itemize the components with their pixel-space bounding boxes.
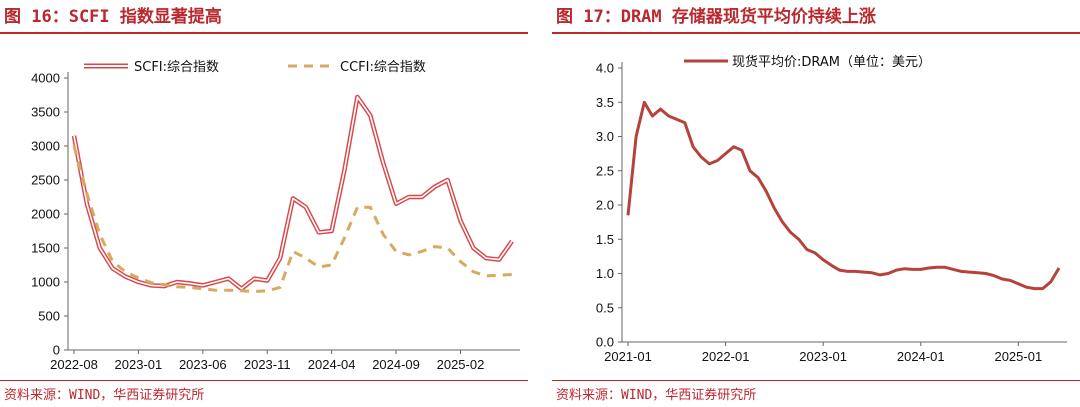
y-tick-label: 3.5: [596, 95, 614, 110]
y-tick-label: 4.0: [596, 61, 614, 76]
axes: 0 500 1000 1500 2000 2500 3000 3500 4000 2022-08 2…: [31, 71, 520, 372]
source-divider: [552, 380, 1080, 381]
y-tick-label: 3.0: [596, 129, 614, 144]
x-tick-label: 2023-06: [179, 357, 227, 372]
y-tick-label: 3500: [31, 105, 60, 120]
series-line-scfi: [71, 94, 514, 292]
x-tick-label: 2023-11: [244, 357, 291, 372]
series-layer: [626, 100, 1061, 291]
source-divider: [0, 380, 528, 381]
y-tick-label: 1.5: [596, 232, 614, 247]
series-line-ccfi: [72, 145, 513, 294]
chart-title: 图 17：DRAM 存储器现货平均价持续上涨: [556, 7, 876, 27]
dram-chart-panel: 图 17：DRAM 存储器现货平均价持续上涨 0.0 0.5 1.0 1.5 2.0 2.…: [552, 0, 1080, 407]
x-tick-label: 2024-09: [372, 357, 420, 372]
series-line-scfi-inner: [73, 96, 513, 290]
y-tick-label: 3000: [31, 139, 60, 154]
x-tick-label: 2024-01: [897, 349, 945, 364]
x-tick-label: 2022-08: [50, 357, 98, 372]
y-tick-label: 1.0: [596, 266, 614, 281]
source-note: 资料来源：WIND，华西证券研究所: [556, 388, 757, 403]
y-tick-label: 0.0: [596, 335, 614, 350]
y-tick-label: 1500: [31, 241, 60, 256]
y-tick-label: 2.0: [596, 198, 614, 213]
y-tick-label: 2.5: [596, 163, 614, 178]
scfi-chart-panel: 图 16：SCFI 指数显著提高 0 500 1000 1500 2000 2500 300…: [0, 0, 528, 407]
y-tick-label: 1000: [31, 275, 60, 290]
y-tick-label: 0: [53, 343, 60, 358]
x-tick-label: 2024-04: [308, 357, 356, 372]
legend: 现货平均价:DRAM（单位：美元）: [684, 54, 931, 70]
chart-title: 图 16：SCFI 指数显著提高: [4, 7, 222, 27]
y-tick-label: 2000: [31, 207, 60, 222]
source-note: 资料来源：WIND，华西证券研究所: [4, 388, 205, 403]
y-tick-label: 4000: [31, 71, 60, 86]
legend-label-scfi: SCFI:综合指数: [134, 60, 219, 75]
x-tick-label: 2025-01: [994, 349, 1042, 364]
x-tick-label: 2023-01: [799, 349, 847, 364]
title-divider: [0, 32, 528, 34]
x-tick-label: 2023-01: [115, 357, 163, 372]
y-tick-label: 2500: [31, 173, 60, 188]
series-layer: [71, 94, 514, 294]
title-divider: [552, 32, 1080, 34]
x-tick-label: 2025-02: [437, 357, 485, 372]
series-line-s0: [626, 100, 1061, 291]
scfi-chart-svg: 0 500 1000 1500 2000 2500 3000 3500 4000 2022-08 2…: [31, 60, 520, 372]
legend-label-dram: 现货平均价:DRAM（单位：美元）: [732, 54, 931, 70]
legend-label-ccfi: CCFI:综合指数: [340, 60, 426, 75]
legend: SCFI:综合指数 CCFI:综合指数: [84, 60, 426, 75]
y-tick-label: 0.5: [596, 300, 614, 315]
axes: 0.0 0.5 1.0 1.5 2.0 2.5 3.0 3.5 4.0 2021-01 2022-0…: [596, 61, 1067, 364]
dram-chart-svg: 0.0 0.5 1.0 1.5 2.0 2.5 3.0 3.5 4.0 2021-01 2022-0…: [596, 54, 1067, 364]
x-tick-label: 2021-01: [604, 349, 652, 364]
y-tick-label: 500: [38, 309, 60, 324]
x-tick-label: 2022-01: [702, 349, 750, 364]
